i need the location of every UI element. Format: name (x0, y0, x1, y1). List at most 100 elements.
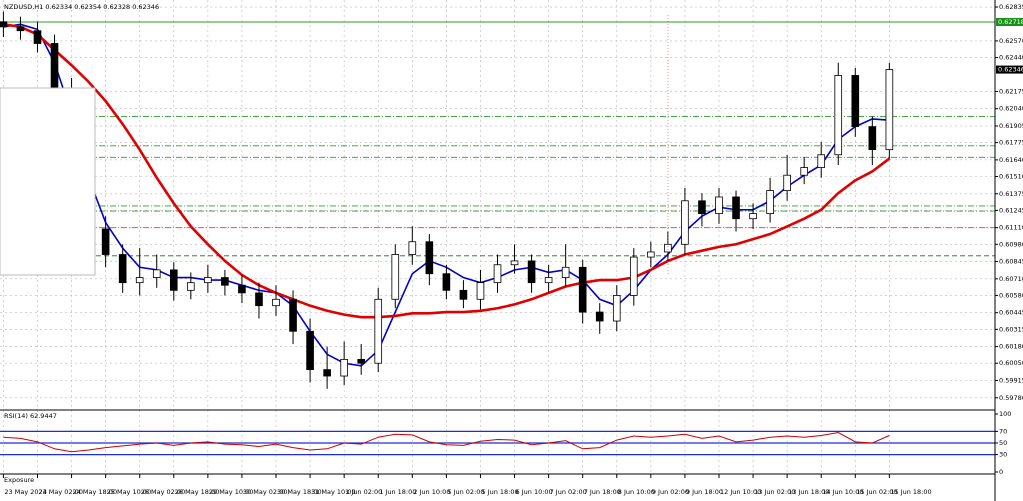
footer-text: Exposure (4, 476, 34, 484)
x-tick-label: 26 May 02:00 (141, 488, 186, 496)
candle-body (272, 298, 280, 307)
candle-body (187, 282, 195, 291)
candle-body (578, 266, 587, 313)
candle-body (595, 311, 604, 322)
candle-body (442, 273, 451, 291)
candle-body (783, 174, 791, 191)
candle-body (50, 43, 59, 89)
candle-body (289, 298, 297, 332)
candle-body (425, 241, 434, 275)
candle-body (118, 254, 127, 284)
price-marker (996, 65, 1023, 74)
candle-body (391, 254, 400, 300)
candle-body (152, 269, 161, 278)
y-tick-label: 0.61775 (999, 139, 1023, 147)
candle-body (255, 292, 263, 307)
candle-body (647, 251, 655, 258)
x-tick-label: 13 Jun 18:00 (788, 488, 829, 496)
candle-body (323, 369, 331, 377)
price-marker (996, 17, 1023, 26)
moving-average (3, 23, 891, 319)
plot-area (0, 0, 995, 474)
y-tick-label: 30 (999, 451, 1007, 459)
price-marker-label: 0.62346 (998, 66, 1023, 74)
candle-body (408, 241, 417, 255)
x-tick-label: 5 Jun 02:00 (447, 488, 484, 496)
candle-body (135, 277, 144, 284)
y-tick-label: 0.59915 (999, 377, 1023, 385)
y-tick-label: 0.60315 (999, 325, 1023, 333)
x-tick-label: 26 May 18:00 (175, 488, 220, 496)
indicator-title: RSI(14) 62.9447 (4, 412, 57, 420)
x-tick-label: 24 May 18:00 (73, 488, 118, 496)
x-tick-label: 6 Jun 10:00 (516, 488, 553, 496)
x-tick-label: 23 May 2023 (4, 488, 46, 496)
x-tick-label: 15 Jun 18:00 (890, 488, 931, 496)
x-tick-label: 25 May 10:00 (107, 488, 152, 496)
x-tick-label: 8 Jun 10:00 (618, 488, 655, 496)
candle-body (221, 277, 229, 286)
candle-body (33, 30, 42, 44)
x-tick-label: 12 Jun 10:00 (720, 488, 761, 496)
candle-body (766, 190, 774, 214)
x-tick-label: 30 May 02:00 (243, 488, 288, 496)
candle-body (885, 69, 894, 151)
candle-body (0, 21, 8, 28)
candle-body (16, 26, 25, 32)
x-tick-label: 13 Jun 02:00 (754, 488, 795, 496)
candle-body (374, 298, 383, 364)
candle-body (459, 289, 468, 300)
candle-body (510, 260, 519, 266)
candle-body (238, 284, 246, 294)
candle-body (681, 200, 689, 245)
x-tick-label: 30 May 18:00 (277, 488, 322, 496)
y-tick-label: 100 (999, 410, 1011, 418)
candle-body (340, 358, 348, 377)
overlay (0, 15, 669, 276)
x-tick-label: 24 May 02:00 (38, 488, 83, 496)
candle-body (834, 75, 843, 156)
y-tick-label: 0 (999, 468, 1003, 476)
x-tick-label: 9 Jun 02:00 (652, 488, 689, 496)
x-tick-label: 1 Jun 18:00 (379, 488, 416, 496)
x-tick-label: 5 Jun 18:00 (481, 488, 518, 496)
y-tick-label: 0.60445 (999, 309, 1023, 317)
y-tick-label: 0.61375 (999, 190, 1023, 198)
candle-body (527, 260, 536, 284)
candle-body (664, 243, 672, 253)
candle-body (817, 154, 826, 168)
candle-body (306, 330, 314, 371)
y-tick-label: 0.62835 (999, 3, 1023, 11)
x-tick-label: 7 Jun 18:00 (584, 488, 621, 496)
chart-title: NZDUSD,H1 0.62334 0.62354 0.62328 0.6234… (4, 3, 159, 11)
x-tick-label: 1 Jun 02:00 (345, 488, 382, 496)
candle-body (169, 269, 178, 291)
y-tick-label: 0.61905 (999, 122, 1023, 130)
x-tick-label: 31 May 10:00 (311, 488, 356, 496)
x-tick-label: 15 Jun 02:00 (856, 488, 897, 496)
y-tick-label: 0.60845 (999, 258, 1023, 266)
y-tick-label: 50 (999, 439, 1007, 447)
y-tick-label: 70 (999, 427, 1007, 435)
price-marker-label: 0.62718 (998, 18, 1023, 26)
x-tick-label: 29 May 10:00 (209, 488, 254, 496)
candle-body (204, 277, 212, 284)
candle-body (561, 266, 570, 278)
popup-panel (0, 87, 96, 276)
candle-body (868, 126, 877, 151)
y-tick-label: 0.59780 (999, 394, 1023, 402)
candle-body (715, 196, 723, 214)
candle-body (629, 256, 638, 296)
x-tick-label: 9 Jun 18:00 (686, 488, 723, 496)
x-tick-label: 7 Jun 02:00 (550, 488, 587, 496)
